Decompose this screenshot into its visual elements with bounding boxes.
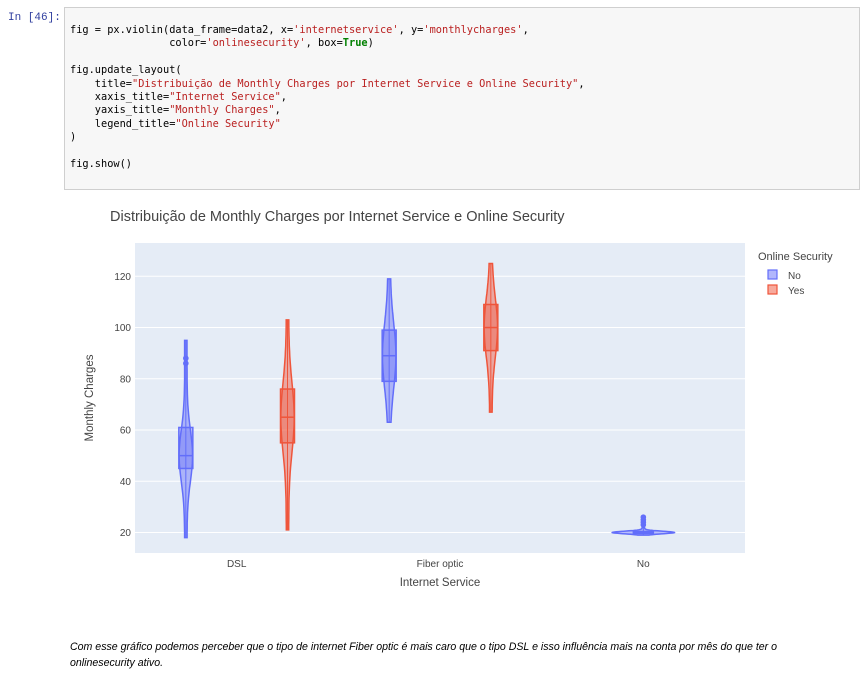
legend-swatch — [767, 269, 778, 280]
code-cell[interactable]: fig = px.violin(data_frame=data2, x='int… — [64, 7, 860, 190]
violin-no-dsl — [178, 339, 194, 539]
violin-chart[interactable]: Distribuição de Monthly Charges por Inte… — [70, 198, 860, 598]
legend-label: Yes — [788, 286, 804, 297]
y-tick-label: 100 — [114, 323, 131, 334]
outlier-point — [183, 360, 189, 367]
violin-yes-fiber-optic — [483, 262, 499, 413]
legend-swatch — [767, 284, 778, 295]
cell-prompt: In [46]: — [8, 12, 61, 24]
legend-label: No — [788, 271, 801, 282]
plot-background — [135, 243, 745, 553]
y-tick-label: 120 — [114, 272, 131, 283]
y-tick-label: 40 — [120, 477, 132, 488]
x-tick-label: DSL — [227, 559, 247, 570]
violin-no-fiber-optic — [381, 278, 397, 424]
legend-title: Online Security — [758, 251, 833, 263]
y-tick-label: 20 — [120, 528, 132, 539]
chart-title: Distribuição de Monthly Charges por Inte… — [110, 209, 565, 225]
x-tick-label: No — [637, 559, 650, 570]
y-axis-title: Monthly Charges — [84, 354, 96, 441]
y-tick-label: 80 — [120, 374, 132, 385]
violin-yes-dsl — [279, 319, 296, 531]
y-tick-label: 60 — [120, 426, 132, 437]
outlier-point — [640, 514, 647, 520]
markdown-note: Com esse gráfico podemos perceber que o … — [70, 641, 778, 669]
code-editor[interactable]: fig = px.violin(data_frame=data2, x='int… — [70, 24, 585, 171]
violin-no-no — [611, 514, 676, 536]
x-axis-title: Internet Service — [400, 577, 481, 589]
plot-output[interactable]: Distribuição de Monthly Charges por Inte… — [70, 198, 860, 598]
outlier-point — [183, 355, 189, 362]
x-tick-label: Fiber optic — [417, 559, 464, 570]
